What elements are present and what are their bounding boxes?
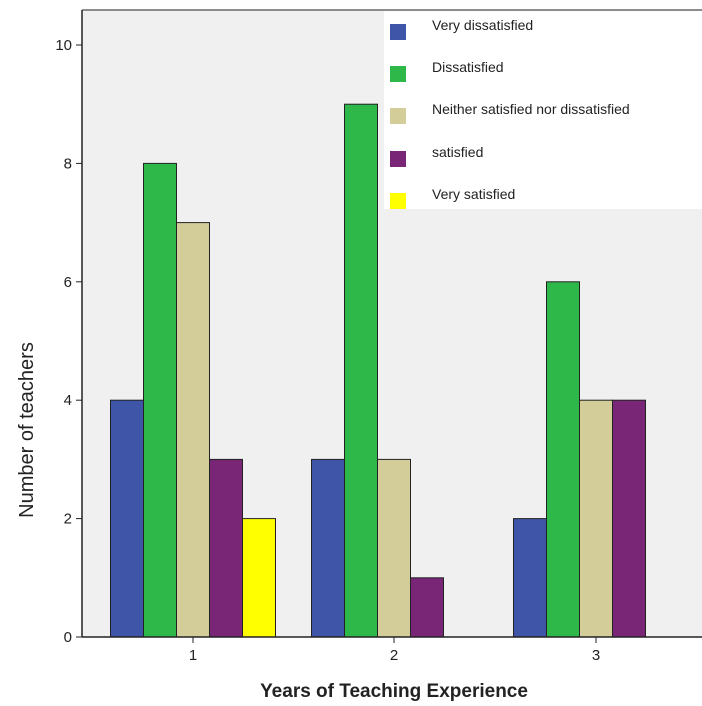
bar-4-category-1	[209, 458, 243, 638]
bar-2-category-1	[143, 162, 177, 638]
legend-label-3: Neither satisfied nor dissatisfied	[432, 101, 630, 117]
legend-swatch-1	[390, 24, 406, 40]
legend-background	[384, 11, 702, 209]
legend-swatch-4	[390, 151, 406, 167]
y-tick-label: 8	[64, 155, 72, 172]
y-tick-label: 2	[64, 511, 72, 528]
legend-label-5: Very satisfied	[432, 186, 515, 202]
bar-3-category-2	[377, 458, 411, 638]
y-axis-title: Number of teachers	[16, 342, 38, 518]
bars-group	[110, 103, 646, 638]
x-tick-label: 2	[390, 647, 398, 664]
bar-2-category-3	[546, 281, 580, 638]
x-axis-title: Years of Teaching Experience	[260, 681, 528, 702]
legend-label-4: satisfied	[432, 144, 483, 160]
legend-swatch-3	[390, 108, 406, 124]
bar-1-category-3	[513, 518, 547, 638]
legend-label-1: Very dissatisfied	[432, 17, 533, 33]
bar-1-category-2	[311, 458, 345, 638]
axes-group	[81, 9, 702, 638]
bar-5-category-1	[242, 518, 276, 638]
x-tick-label: 1	[189, 647, 197, 664]
y-tick-label: 10	[55, 37, 72, 54]
legend-swatch-2	[390, 66, 406, 82]
x-tick-label: 3	[592, 647, 600, 664]
y-tick-label: 4	[64, 392, 72, 409]
bar-4-category-3	[612, 399, 646, 638]
bar-4-category-2	[410, 577, 444, 638]
y-tick-label: 6	[64, 274, 72, 291]
bar-3-category-3	[579, 399, 613, 638]
legend: Very dissatisfied Dissatisfied Neither sat…	[384, 11, 702, 209]
y-tick-label: 0	[64, 629, 72, 646]
bar-1-category-1	[110, 399, 144, 638]
bar-2-category-2	[344, 103, 378, 638]
legend-swatch-5	[390, 193, 406, 209]
legend-label-2: Dissatisfied	[432, 59, 504, 75]
bar-3-category-1	[176, 222, 210, 638]
